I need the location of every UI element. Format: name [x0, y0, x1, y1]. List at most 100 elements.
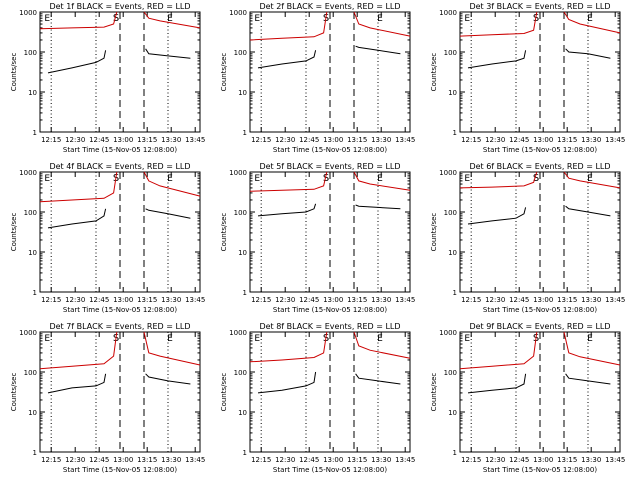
x-tick-label: 12:45 — [89, 296, 109, 304]
y-tick-label: 10 — [448, 409, 457, 417]
x-tick-label: 13:15 — [557, 296, 577, 304]
x-tick-label: 12:15 — [251, 136, 271, 144]
series-line-events-segment-2 — [145, 208, 191, 219]
x-tick-label: 13:00 — [533, 296, 553, 304]
x-tick-label: 12:30 — [485, 136, 505, 144]
x-tick-label: 13:00 — [533, 456, 553, 464]
y-axis-label: Counts/sec — [430, 373, 438, 412]
x-tick-label: 13:15 — [557, 456, 577, 464]
series-line-events-segment-2 — [145, 373, 191, 385]
x-tick-label: 13:30 — [581, 456, 601, 464]
x-tick-label: 13:45 — [395, 296, 415, 304]
y-tick-label: 100 — [234, 49, 247, 57]
series-line-lld-segment-2 — [563, 11, 621, 34]
marker-label-end: E — [167, 334, 173, 344]
series-line-lld-segment-2 — [563, 331, 621, 366]
chart-title: Det 7f BLACK = Events, RED = LLD — [49, 322, 190, 331]
x-tick-label: 12:45 — [509, 296, 529, 304]
series-line-events-segment-1 — [47, 373, 107, 394]
series-line-lld-segment-1 — [249, 171, 328, 192]
series-line-lld-segment-1 — [459, 11, 538, 37]
x-axis-label: Start Time (15-Nov-05 12:08:00) — [483, 466, 597, 474]
x-tick-label: 13:45 — [605, 136, 625, 144]
x-tick-label: 13:00 — [113, 136, 133, 144]
y-tick-label: 10 — [448, 249, 457, 257]
x-tick-label: 12:30 — [485, 456, 505, 464]
y-axis-label: Counts/sec — [10, 53, 18, 92]
series-line-lld-segment-2 — [563, 171, 621, 189]
y-tick-label: 1 — [33, 289, 37, 297]
marker-label-left: E — [44, 334, 50, 344]
y-tick-label: 1 — [243, 129, 247, 137]
x-tick-label: 13:30 — [581, 296, 601, 304]
x-tick-label: 13:15 — [557, 136, 577, 144]
x-tick-label: 13:45 — [605, 296, 625, 304]
chart-panel-6: Det 6f BLACK = Events, RED = LLD 1 10 100 10… — [430, 162, 625, 314]
x-tick-label: 13:30 — [371, 296, 391, 304]
series-line-events-segment-1 — [257, 371, 317, 394]
marker-label-end: E — [167, 174, 173, 184]
series-line-lld-segment-2 — [353, 171, 411, 191]
series-line-events-segment-1 — [257, 50, 317, 69]
x-tick-label: 13:15 — [137, 456, 157, 464]
y-tick-label: 1 — [453, 289, 457, 297]
chart-panel-3: Det 3f BLACK = Events, RED = LLD 1 10 100 10… — [430, 2, 625, 154]
series-line-events-segment-2 — [355, 45, 401, 55]
marker-label-start: S — [323, 173, 329, 184]
chart-title: Det 5f BLACK = Events, RED = LLD — [259, 162, 400, 171]
y-axis-label: Counts/sec — [430, 213, 438, 252]
y-tick-label: 1 — [243, 289, 247, 297]
y-tick-label: 100 — [24, 209, 37, 217]
marker-label-end: E — [587, 334, 593, 344]
marker-label-end: E — [377, 14, 383, 24]
series-line-events-segment-2 — [355, 373, 401, 385]
series-line-events-segment-1 — [47, 208, 107, 229]
x-tick-label: 12:30 — [65, 136, 85, 144]
series-line-lld-segment-1 — [39, 171, 118, 203]
x-tick-label: 12:15 — [461, 296, 481, 304]
x-axis-label: Start Time (15-Nov-05 12:08:00) — [63, 146, 177, 154]
y-tick-label: 1 — [33, 129, 37, 137]
y-tick-label: 100 — [444, 369, 457, 377]
x-axis-label: Start Time (15-Nov-05 12:08:00) — [483, 306, 597, 314]
chart-title: Det 2f BLACK = Events, RED = LLD — [259, 2, 400, 11]
x-tick-label: 12:45 — [299, 296, 319, 304]
x-tick-label: 12:15 — [461, 136, 481, 144]
series-line-lld-segment-2 — [353, 331, 411, 359]
marker-label-left: E — [44, 174, 50, 184]
chart-panel-2: Det 2f BLACK = Events, RED = LLD 1 10 100 10… — [220, 2, 415, 154]
series-line-lld-segment-2 — [353, 11, 411, 37]
x-tick-label: 12:15 — [41, 136, 61, 144]
marker-label-end: E — [377, 334, 383, 344]
x-tick-label: 12:45 — [299, 456, 319, 464]
chart-title: Det 1f BLACK = Events, RED = LLD — [49, 2, 190, 11]
y-tick-label: 1000 — [229, 169, 247, 177]
x-tick-label: 13:30 — [161, 296, 181, 304]
y-tick-label: 10 — [238, 409, 247, 417]
x-tick-label: 12:15 — [251, 456, 271, 464]
series-line-lld-segment-1 — [39, 11, 118, 30]
series-line-lld-segment-1 — [249, 331, 328, 363]
x-tick-label: 13:30 — [371, 456, 391, 464]
series-line-events-segment-2 — [145, 48, 191, 59]
y-axis-label: Counts/sec — [220, 53, 228, 92]
marker-label-end: E — [587, 174, 593, 184]
y-axis-label: Counts/sec — [10, 213, 18, 252]
x-tick-label: 12:15 — [41, 296, 61, 304]
marker-label-left: E — [464, 334, 470, 344]
y-tick-label: 1000 — [19, 169, 37, 177]
x-tick-label: 12:15 — [41, 456, 61, 464]
marker-label-start: S — [533, 173, 539, 184]
x-axis-label: Start Time (15-Nov-05 12:08:00) — [273, 466, 387, 474]
y-axis-label: Counts/sec — [220, 213, 228, 252]
chart-title: Det 3f BLACK = Events, RED = LLD — [469, 2, 610, 11]
x-tick-label: 13:15 — [347, 296, 367, 304]
x-tick-label: 12:30 — [275, 136, 295, 144]
chart-panel-7: Det 7f BLACK = Events, RED = LLD 1 10 100 10… — [10, 322, 205, 474]
series-line-events-segment-1 — [467, 50, 527, 69]
x-tick-label: 13:00 — [323, 296, 343, 304]
x-axis-label: Start Time (15-Nov-05 12:08:00) — [63, 306, 177, 314]
series-line-lld-segment-2 — [143, 11, 201, 29]
x-tick-label: 13:45 — [395, 136, 415, 144]
y-tick-label: 10 — [28, 409, 37, 417]
